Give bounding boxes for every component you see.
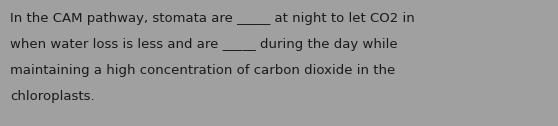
Text: maintaining a high concentration of carbon dioxide in the: maintaining a high concentration of carb… bbox=[10, 64, 395, 77]
Text: In the CAM pathway, stomata are _____ at night to let CO2 in: In the CAM pathway, stomata are _____ at… bbox=[10, 12, 415, 25]
Text: when water loss is less and are _____ during the day while: when water loss is less and are _____ du… bbox=[10, 38, 398, 51]
Text: chloroplasts.: chloroplasts. bbox=[10, 90, 95, 103]
